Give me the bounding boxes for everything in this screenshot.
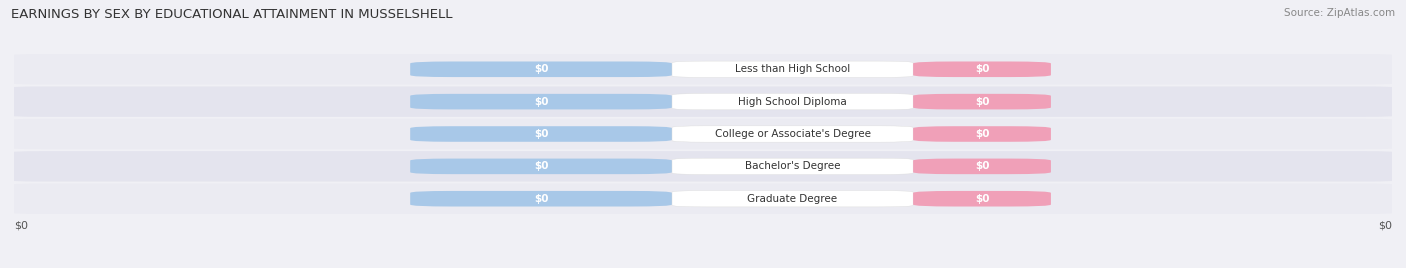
- FancyBboxPatch shape: [672, 158, 912, 174]
- FancyBboxPatch shape: [7, 119, 1399, 149]
- FancyBboxPatch shape: [7, 86, 1399, 117]
- Text: $0: $0: [1378, 220, 1392, 230]
- FancyBboxPatch shape: [672, 191, 912, 207]
- Text: $0: $0: [974, 64, 990, 74]
- Text: $0: $0: [534, 194, 548, 204]
- Text: High School Diploma: High School Diploma: [738, 97, 846, 107]
- FancyBboxPatch shape: [7, 54, 1399, 84]
- FancyBboxPatch shape: [912, 191, 1050, 207]
- Text: $0: $0: [534, 64, 548, 74]
- FancyBboxPatch shape: [672, 61, 912, 77]
- FancyBboxPatch shape: [672, 126, 912, 142]
- FancyBboxPatch shape: [912, 126, 1050, 142]
- Text: $0: $0: [974, 129, 990, 139]
- Text: $0: $0: [534, 161, 548, 171]
- FancyBboxPatch shape: [912, 159, 1050, 174]
- FancyBboxPatch shape: [411, 159, 672, 174]
- Text: $0: $0: [974, 194, 990, 204]
- Text: $0: $0: [14, 220, 28, 230]
- Legend: Male, Female: Male, Female: [633, 263, 773, 268]
- FancyBboxPatch shape: [912, 61, 1050, 77]
- Text: EARNINGS BY SEX BY EDUCATIONAL ATTAINMENT IN MUSSELSHELL: EARNINGS BY SEX BY EDUCATIONAL ATTAINMEN…: [11, 8, 453, 21]
- FancyBboxPatch shape: [411, 94, 672, 109]
- FancyBboxPatch shape: [411, 126, 672, 142]
- Text: College or Associate's Degree: College or Associate's Degree: [714, 129, 870, 139]
- Text: Graduate Degree: Graduate Degree: [748, 194, 838, 204]
- FancyBboxPatch shape: [912, 94, 1050, 109]
- FancyBboxPatch shape: [672, 94, 912, 110]
- Text: $0: $0: [974, 97, 990, 107]
- FancyBboxPatch shape: [7, 151, 1399, 182]
- FancyBboxPatch shape: [411, 61, 672, 77]
- FancyBboxPatch shape: [411, 191, 672, 207]
- Text: Less than High School: Less than High School: [735, 64, 851, 74]
- Text: Source: ZipAtlas.com: Source: ZipAtlas.com: [1284, 8, 1395, 18]
- Text: Bachelor's Degree: Bachelor's Degree: [745, 161, 841, 171]
- Text: $0: $0: [534, 97, 548, 107]
- FancyBboxPatch shape: [7, 184, 1399, 214]
- Text: $0: $0: [974, 161, 990, 171]
- Text: $0: $0: [534, 129, 548, 139]
